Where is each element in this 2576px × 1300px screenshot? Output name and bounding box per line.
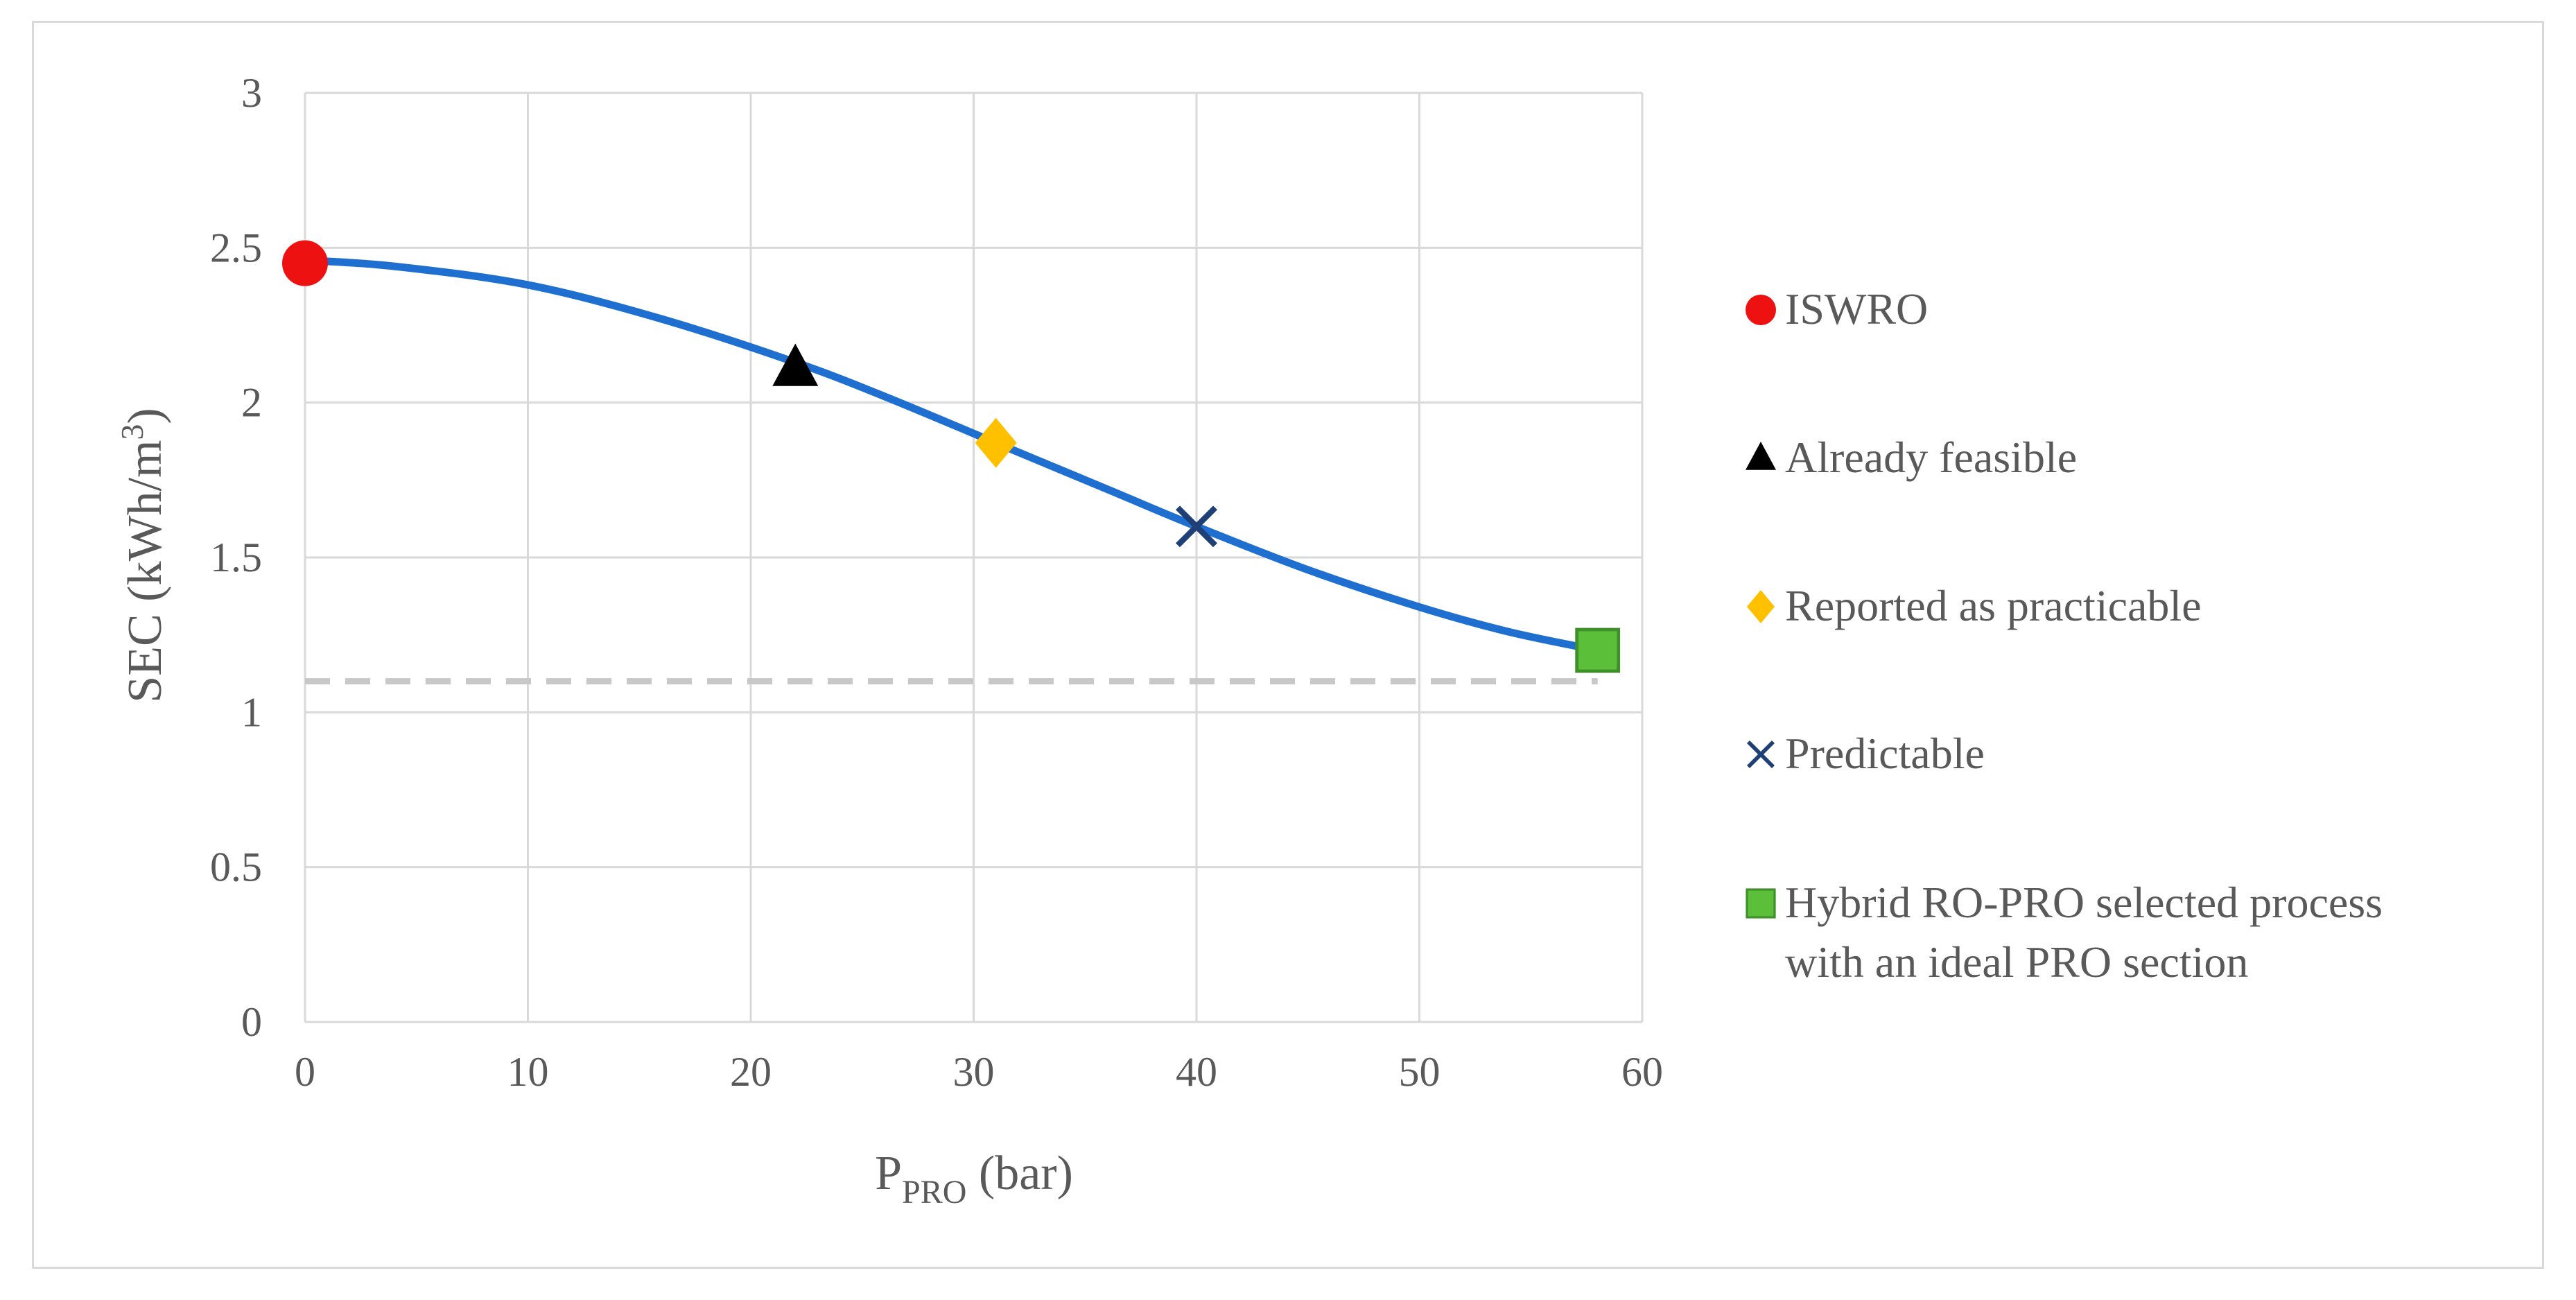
x-tick-label: 60 (1621, 1049, 1663, 1095)
x-tick-labels: 0 10 20 30 40 50 60 (295, 1049, 1663, 1095)
x-axis-title-main: P (875, 1147, 902, 1200)
legend-item: Reported as practicable (1747, 581, 2202, 630)
curve-group (301, 256, 1602, 655)
legend-label: Predictable (1785, 729, 1985, 778)
y-axis-title: SEC (kWh/m3) (114, 408, 172, 702)
y-axis-title-sup: 3 (114, 424, 150, 440)
marker-diamond (975, 417, 1017, 468)
y-tick-label: 1 (241, 689, 262, 735)
y-tick-labels: 0 0.5 1 1.5 2 2.5 3 (210, 70, 262, 1045)
x-tick-label: 50 (1399, 1049, 1441, 1095)
marker-x (1176, 505, 1217, 548)
marker-square (1575, 627, 1621, 673)
x-tick-label: 0 (295, 1049, 315, 1095)
x-axis-title-suffix: (bar) (966, 1147, 1073, 1200)
legend-marker-x-stroke-b (1747, 740, 1775, 768)
legend-label: Hybrid RO-PRO selected process (1785, 878, 2383, 927)
y-tick-label: 2.5 (210, 225, 262, 270)
legend-label-line2: with an ideal PRO section (1785, 937, 2248, 987)
legend-label: Already feasible (1785, 433, 2077, 482)
x-tick-label: 30 (953, 1049, 995, 1095)
x-tick-label: 10 (507, 1049, 549, 1095)
y-tick-label: 3 (241, 70, 262, 116)
x-axis-title-sub: PRO (902, 1174, 966, 1211)
legend-item: Predictable (1747, 729, 1985, 778)
legend-item: Already feasible (1746, 433, 2077, 482)
grid (304, 92, 1644, 1023)
legend-marker-triangle (1746, 442, 1776, 470)
y-tick-label: 1.5 (210, 535, 262, 580)
x-tick-label: 40 (1176, 1049, 1217, 1095)
y-tick-label: 0.5 (210, 844, 262, 890)
legend-label: Reported as practicable (1785, 581, 2202, 630)
y-tick-label: 0 (241, 999, 262, 1045)
legend-marker-x (1747, 740, 1775, 768)
chart-frame (32, 21, 2544, 1269)
sec-curve (301, 256, 1602, 655)
y-axis-title-suffix: ) (119, 408, 172, 424)
legend-marker-circle (1746, 295, 1776, 325)
y-tick-label: 2 (241, 380, 262, 426)
marker-x-stroke-b (1176, 505, 1217, 548)
x-axis-title: PPRO (bar) (875, 1147, 1073, 1211)
marker-circle (282, 240, 328, 286)
legend-item: Hybrid RO-PRO selected process with an id… (1746, 878, 2383, 987)
x-tick-label: 20 (730, 1049, 772, 1095)
y-axis-title-main: SEC (kWh/m (119, 440, 172, 703)
legend-marker-diamond (1747, 590, 1775, 623)
legend: ISWRO Already feasible Reported as practic… (1746, 284, 2383, 987)
marker-triangle (772, 343, 819, 386)
legend-marker-square (1746, 888, 1776, 919)
legend-label: ISWRO (1785, 284, 1928, 333)
legend-item: ISWRO (1746, 284, 1928, 333)
markers-group (282, 240, 1621, 673)
